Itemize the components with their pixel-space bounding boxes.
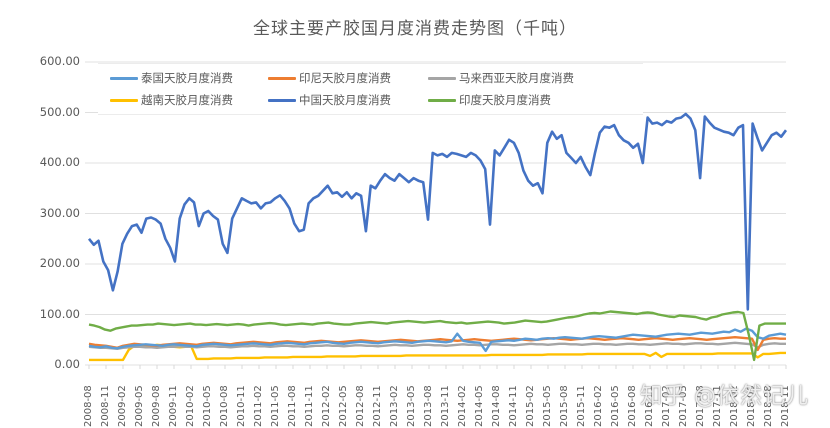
legend-label: 中国天胶月度消费 — [299, 93, 391, 107]
x-tick-label: 2010-02 — [185, 385, 196, 427]
watermark: 知乎 @依然记儿 — [640, 384, 809, 409]
x-tick-label: 2011-02 — [253, 385, 264, 427]
x-tick-label: 2013-08 — [423, 385, 434, 427]
gridlines — [85, 61, 786, 366]
legend-label: 越南天胶月度消费 — [141, 93, 233, 107]
x-tick-label: 2014-05 — [474, 385, 485, 427]
legend-item-vietnam: 越南天胶月度消费 — [110, 92, 233, 108]
x-tick-label: 2016-08 — [627, 385, 638, 427]
legend-swatch-icon — [110, 76, 138, 80]
x-tick-label: 2015-08 — [559, 385, 570, 427]
y-tick-label: 500.00 — [39, 104, 80, 119]
legend-swatch-icon — [428, 98, 456, 102]
x-tick-label: 2016-02 — [593, 385, 604, 427]
legend-label: 泰国天胶月度消费 — [141, 71, 233, 85]
series-line — [88, 310, 786, 362]
legend-swatch-icon — [268, 98, 296, 102]
x-tick-label: 2013-05 — [406, 385, 417, 427]
x-axis-ticks — [88, 365, 787, 369]
y-tick-label: 100.00 — [39, 306, 80, 321]
x-tick-label: 2008-08 — [83, 385, 94, 427]
legend-label: 印尼天胶月度消费 — [299, 71, 391, 85]
y-tick-label: 400.00 — [39, 155, 80, 169]
x-tick-label: 2014-08 — [491, 385, 502, 427]
x-tick-label: 2012-11 — [372, 385, 383, 427]
x-tick-label: 2015-05 — [542, 385, 553, 427]
legend-swatch-icon — [110, 98, 138, 102]
series-lines — [87, 112, 788, 362]
x-tick-label: 2015-02 — [525, 385, 536, 427]
series-line — [89, 343, 786, 362]
x-tick-label: 2010-05 — [202, 385, 213, 427]
x-tick-label: 2015-11 — [576, 385, 587, 427]
y-tick-label: 200.00 — [39, 256, 80, 270]
legend: 泰国天胶月度消费 印尼天胶月度消费 马来西亚天胶月度消费 越南天胶月度消费 中国… — [98, 63, 643, 115]
x-tick-label: 2012-05 — [338, 385, 349, 427]
x-tick-label: 2009-11 — [168, 385, 179, 427]
y-tick-label: 600.00 — [39, 54, 80, 68]
legend-item-indonesia: 印尼天胶月度消费 — [268, 70, 391, 86]
x-tick-label: 2014-02 — [457, 385, 468, 427]
legend-item-malaysia: 马来西亚天胶月度消费 — [428, 70, 574, 86]
legend-swatch-icon — [268, 76, 296, 80]
legend-label: 马来西亚天胶月度消费 — [459, 71, 574, 85]
x-tick-label: 2012-08 — [355, 385, 366, 427]
y-tick-label: 300.00 — [39, 205, 80, 220]
x-tick-label: 2011-05 — [270, 385, 281, 427]
x-tick-label: 2010-11 — [236, 385, 247, 427]
x-tick-label: 2010-08 — [219, 385, 230, 427]
x-tick-label: 2011-11 — [304, 385, 315, 427]
series-line — [88, 327, 787, 353]
x-tick-label: 2009-05 — [134, 385, 145, 427]
y-tick-label: 0.00 — [54, 357, 80, 371]
legend-item-china: 中国天胶月度消费 — [268, 92, 391, 108]
series-line — [88, 341, 786, 350]
x-tick-label: 2009-02 — [117, 385, 128, 427]
x-tick-label: 2014-11 — [508, 385, 519, 427]
legend-item-thailand: 泰国天胶月度消费 — [110, 70, 233, 86]
legend-label: 印度天胶月度消费 — [459, 93, 551, 107]
x-tick-label: 2011-08 — [287, 385, 298, 427]
series-line — [87, 112, 788, 311]
x-tick-label: 2013-02 — [389, 385, 400, 427]
legend-item-india: 印度天胶月度消费 — [428, 92, 551, 108]
x-tick-label: 2009-08 — [151, 385, 162, 427]
x-tick-label: 2016-05 — [610, 385, 621, 427]
chart-title: 全球主要产胶国月度消费走势图（千吨） — [253, 19, 577, 39]
x-tick-label: 2013-11 — [440, 385, 451, 427]
legend-swatch-icon — [428, 76, 456, 80]
x-tick-label: 2008-11 — [100, 385, 111, 427]
x-tick-label: 2012-02 — [321, 385, 332, 427]
